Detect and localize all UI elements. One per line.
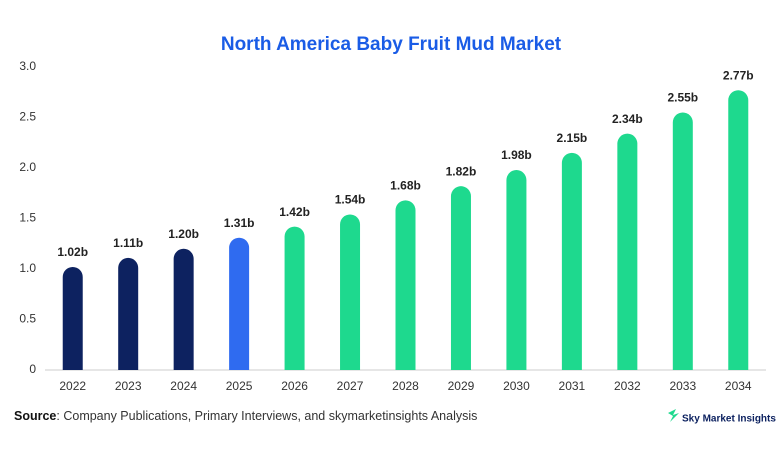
- logo-text: Sky Market Insights: [682, 414, 776, 425]
- value-label: 1.02b: [57, 245, 88, 259]
- x-tick-label: 2026: [281, 379, 308, 393]
- value-label: 1.31b: [224, 216, 255, 230]
- bar: [173, 248, 194, 370]
- value-label: 2.77b: [723, 68, 754, 82]
- bar: [561, 152, 582, 370]
- x-tick-label: 2025: [226, 379, 253, 393]
- x-tick-label: 2029: [448, 379, 475, 393]
- value-label: 1.42b: [279, 205, 310, 219]
- bar: [395, 200, 416, 370]
- bar: [229, 237, 250, 370]
- value-label: 1.11b: [113, 236, 143, 250]
- bar: [118, 257, 139, 370]
- x-tick-label: 2030: [503, 379, 530, 393]
- chart-title: North America Baby Fruit Mud Market: [221, 34, 562, 55]
- x-tick-label: 2032: [614, 379, 641, 393]
- x-tick-label: 2033: [669, 379, 696, 393]
- y-tick-label: 0: [29, 362, 36, 376]
- logo-icon: [668, 409, 679, 422]
- y-tick-label: 2.0: [19, 160, 36, 174]
- value-label: 1.68b: [390, 178, 421, 192]
- source-text: : Company Publications, Primary Intervie…: [56, 409, 477, 423]
- x-tick-label: 2022: [59, 379, 86, 393]
- value-label: 1.20b: [168, 227, 199, 241]
- x-tick-label: 2028: [392, 379, 419, 393]
- bar: [506, 170, 527, 370]
- y-tick-label: 2.5: [19, 110, 36, 124]
- value-label: 2.55b: [667, 91, 698, 105]
- bar: [672, 112, 693, 370]
- value-label: 1.98b: [501, 148, 532, 162]
- bar: [617, 133, 638, 370]
- x-tick-label: 2031: [559, 379, 586, 393]
- x-tick-label: 2023: [115, 379, 142, 393]
- bar: [62, 266, 83, 370]
- y-tick-label: 3.0: [19, 59, 36, 73]
- x-tick-label: 2027: [337, 379, 364, 393]
- bar: [284, 226, 305, 370]
- bar: [728, 90, 749, 370]
- value-label: 1.82b: [446, 164, 477, 178]
- y-tick-label: 0.5: [19, 312, 36, 326]
- bar: [450, 186, 471, 370]
- y-tick-label: 1.0: [19, 261, 36, 275]
- value-label: 1.54b: [335, 193, 366, 207]
- value-label: 2.15b: [557, 131, 588, 145]
- bar: [340, 214, 361, 370]
- source-label: Source: [14, 409, 56, 423]
- y-tick-label: 1.5: [19, 211, 36, 225]
- x-tick-label: 2024: [170, 379, 197, 393]
- value-label: 2.34b: [612, 112, 643, 126]
- source: Source: Company Publications, Primary In…: [14, 409, 477, 423]
- logo: Sky Market Insights: [668, 409, 776, 425]
- x-tick-label: 2034: [725, 379, 752, 393]
